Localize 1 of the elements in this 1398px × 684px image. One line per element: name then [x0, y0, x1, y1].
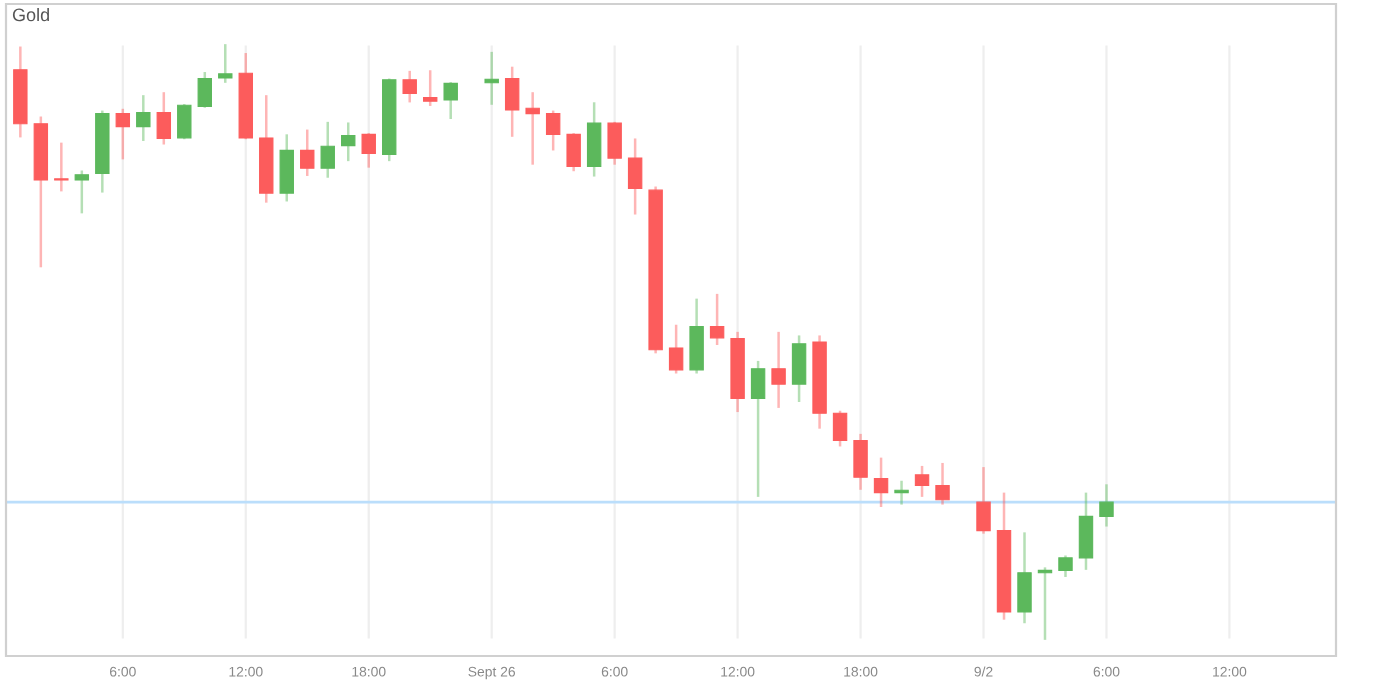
chart-title: Gold	[12, 8, 49, 22]
